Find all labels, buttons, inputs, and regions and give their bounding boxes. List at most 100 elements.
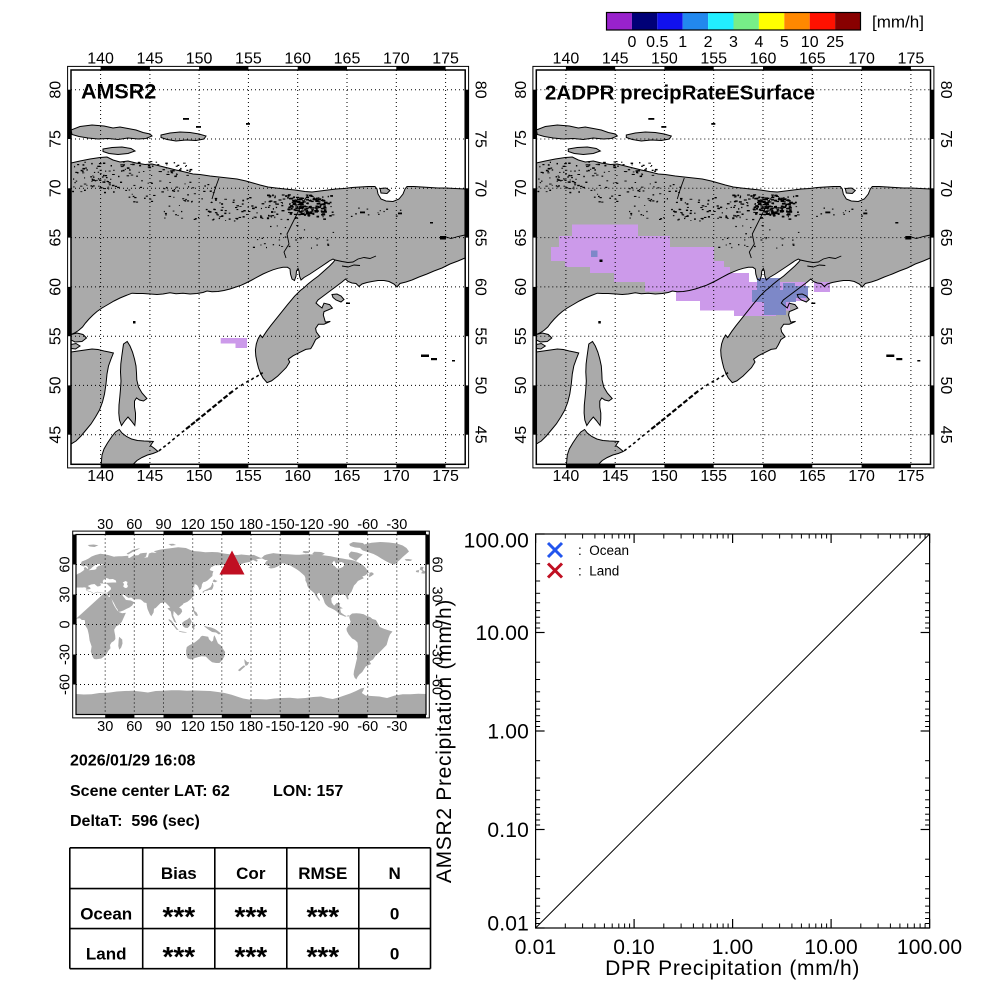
svg-text:45: 45 — [937, 426, 954, 444]
svg-text:180: 180 — [239, 719, 263, 735]
svg-text:60: 60 — [513, 278, 530, 296]
svg-text:150: 150 — [651, 51, 678, 68]
svg-text:***: *** — [162, 901, 195, 932]
svg-text:0.01: 0.01 — [515, 936, 557, 959]
svg-text:60: 60 — [126, 719, 142, 735]
svg-text:145: 145 — [602, 468, 629, 485]
svg-text:60: 60 — [126, 517, 142, 533]
svg-text:45: 45 — [48, 426, 65, 444]
svg-text:155: 155 — [235, 468, 262, 485]
svg-text:-120: -120 — [295, 517, 324, 533]
svg-text:60: 60 — [472, 278, 489, 296]
svg-text:50: 50 — [472, 377, 489, 395]
svg-text:-30: -30 — [58, 644, 74, 665]
svg-text:70: 70 — [513, 179, 530, 197]
svg-text:150: 150 — [186, 468, 213, 485]
svg-text:-120: -120 — [295, 719, 324, 735]
svg-text:60: 60 — [429, 556, 445, 572]
svg-text:***: *** — [162, 941, 195, 972]
svg-text:2026/01/29 16:08: 2026/01/29 16:08 — [70, 753, 196, 770]
svg-text:145: 145 — [137, 51, 164, 68]
svg-text:[mm/h]: [mm/h] — [872, 13, 924, 32]
svg-text:175: 175 — [432, 51, 459, 68]
svg-text:2ADPR precipRateESurface: 2ADPR precipRateESurface — [545, 82, 815, 105]
svg-text:65: 65 — [513, 229, 530, 247]
svg-text:0: 0 — [429, 620, 445, 628]
svg-text:50: 50 — [48, 376, 65, 394]
svg-text:60: 60 — [58, 556, 74, 572]
svg-text:Land: Land — [86, 945, 127, 964]
svg-text:4: 4 — [754, 34, 763, 51]
svg-text:0.10: 0.10 — [613, 936, 655, 959]
svg-text:120: 120 — [181, 517, 205, 533]
svg-text:65: 65 — [48, 229, 65, 247]
svg-text:LON: 157: LON: 157 — [273, 783, 343, 800]
svg-text:170: 170 — [383, 468, 410, 485]
svg-text:N: N — [388, 864, 400, 883]
svg-text:-30: -30 — [386, 517, 407, 533]
svg-text:170: 170 — [848, 468, 875, 485]
svg-text:145: 145 — [602, 51, 629, 68]
svg-text:55: 55 — [513, 327, 530, 345]
svg-text:Ocean: Ocean — [80, 905, 132, 924]
svg-text:30: 30 — [429, 586, 445, 602]
svg-text:100.00: 100.00 — [464, 530, 529, 553]
svg-text:0: 0 — [390, 905, 399, 924]
svg-text:-90: -90 — [328, 719, 349, 735]
svg-text:155: 155 — [700, 51, 727, 68]
svg-text:165: 165 — [799, 468, 826, 485]
svg-text:***: *** — [234, 901, 267, 932]
svg-text:45: 45 — [513, 426, 530, 444]
svg-text:50: 50 — [513, 376, 530, 394]
svg-text:150: 150 — [186, 51, 213, 68]
svg-text:3: 3 — [729, 34, 738, 51]
svg-text:: Ocean: : Ocean — [578, 543, 629, 558]
svg-text:80: 80 — [48, 81, 65, 99]
svg-text:150: 150 — [651, 468, 678, 485]
svg-text:160: 160 — [284, 51, 311, 68]
svg-text:55: 55 — [472, 327, 489, 345]
svg-text:180: 180 — [239, 517, 263, 533]
svg-text:140: 140 — [87, 468, 114, 485]
svg-text:45: 45 — [472, 426, 489, 444]
svg-text:140: 140 — [87, 51, 114, 68]
svg-text:-150: -150 — [266, 719, 295, 735]
svg-text:Scene center LAT: 62: Scene center LAT: 62 — [70, 783, 230, 800]
svg-text:0: 0 — [58, 620, 74, 628]
svg-text:RMSE: RMSE — [298, 864, 347, 883]
svg-text:75: 75 — [513, 130, 530, 148]
svg-text:60: 60 — [48, 278, 65, 296]
svg-text:140: 140 — [553, 51, 580, 68]
svg-text:1.00: 1.00 — [487, 721, 529, 744]
svg-text:30: 30 — [97, 517, 113, 533]
svg-text:140: 140 — [553, 468, 580, 485]
svg-text:30: 30 — [58, 586, 74, 602]
svg-text:165: 165 — [334, 468, 361, 485]
svg-text:***: *** — [234, 941, 267, 972]
svg-text:100.00: 100.00 — [897, 936, 962, 959]
svg-text:10: 10 — [801, 34, 819, 51]
svg-text:70: 70 — [48, 179, 65, 197]
svg-text:175: 175 — [432, 468, 459, 485]
svg-text:160: 160 — [750, 51, 777, 68]
svg-text:-150: -150 — [266, 517, 295, 533]
svg-text:55: 55 — [937, 327, 954, 345]
svg-text:0: 0 — [627, 34, 636, 51]
svg-text:-60: -60 — [357, 517, 378, 533]
svg-text:***: *** — [306, 901, 339, 932]
svg-text:0: 0 — [390, 945, 399, 964]
svg-text:25: 25 — [826, 34, 844, 51]
svg-text:0.5: 0.5 — [646, 34, 668, 51]
svg-text:90: 90 — [155, 719, 171, 735]
svg-text:55: 55 — [48, 327, 65, 345]
svg-text:155: 155 — [235, 51, 262, 68]
svg-text:75: 75 — [472, 130, 489, 148]
svg-text:***: *** — [306, 941, 339, 972]
svg-text:170: 170 — [383, 51, 410, 68]
svg-text:75: 75 — [937, 130, 954, 148]
svg-text:50: 50 — [937, 377, 954, 395]
svg-text:1.00: 1.00 — [712, 936, 754, 959]
svg-text:155: 155 — [700, 468, 727, 485]
svg-text:-60: -60 — [58, 674, 74, 695]
svg-text:DeltaT: 596 (sec): DeltaT: 596 (sec) — [70, 813, 200, 830]
